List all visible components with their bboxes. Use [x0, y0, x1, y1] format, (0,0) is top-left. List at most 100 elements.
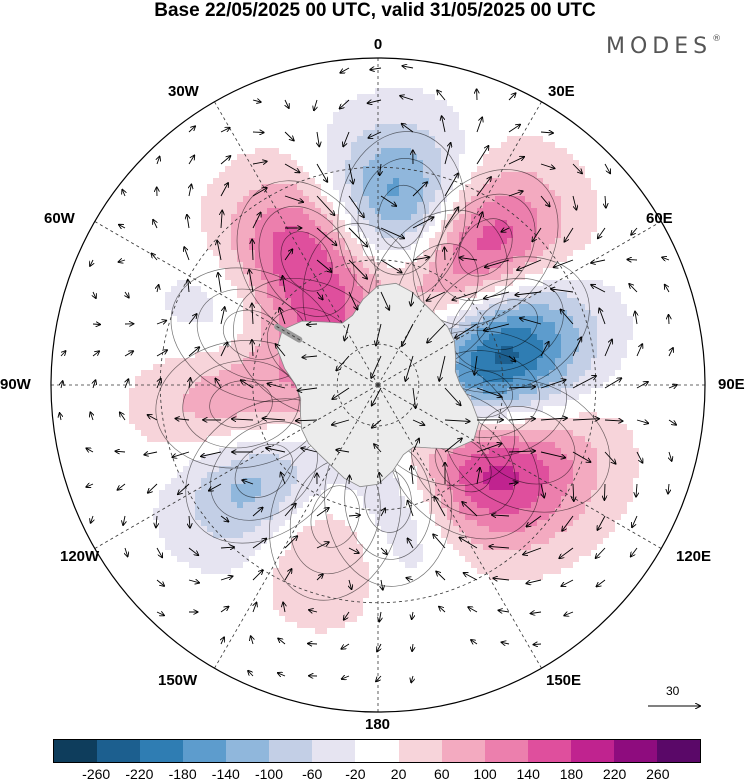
field-cell: [333, 76, 340, 83]
field-cell: [411, 214, 418, 221]
field-cell: [477, 256, 484, 263]
field-cell: [465, 316, 472, 323]
field-cell: [531, 262, 538, 269]
field-cell: [399, 130, 406, 137]
field-cell: [375, 148, 382, 155]
field-cell: [387, 208, 394, 215]
field-cell: [273, 202, 280, 209]
field-cell: [171, 346, 178, 353]
field-cell: [63, 370, 70, 377]
field-cell: [513, 136, 520, 143]
field-cell: [543, 154, 550, 161]
field-cell: [357, 208, 364, 215]
field-cell: [513, 112, 520, 119]
field-cell: [171, 232, 178, 239]
field-cell: [345, 196, 352, 203]
field-cell: [279, 316, 286, 323]
field-cell: [357, 130, 364, 137]
field-cell: [339, 106, 346, 113]
field-cell: [267, 292, 274, 299]
field-cell: [207, 298, 214, 305]
field-cell: [609, 328, 616, 335]
field-cell: [627, 220, 634, 227]
field-cell: [495, 220, 502, 227]
field-cell: [447, 226, 454, 233]
field-cell: [537, 274, 544, 281]
field-cell: [483, 364, 490, 371]
field-cell: [153, 364, 160, 371]
field-cell: [267, 256, 274, 263]
field-cell: [567, 226, 574, 233]
field-cell: [237, 226, 244, 233]
field-cell: [531, 268, 538, 275]
field-cell: [297, 70, 304, 77]
field-cell: [591, 238, 598, 245]
field-cell: [369, 160, 376, 167]
field-cell: [561, 334, 568, 341]
field-cell: [201, 112, 208, 119]
field-cell: [69, 394, 76, 401]
field-cell: [333, 88, 340, 95]
field-cell: [525, 286, 532, 293]
field-cell: [663, 280, 670, 287]
field-cell: [201, 220, 208, 227]
field-cell: [183, 376, 190, 383]
field-cell: [405, 232, 412, 239]
field-cell: [495, 196, 502, 203]
field-cell: [279, 364, 286, 371]
field-cell: [327, 166, 334, 173]
field-cell: [435, 286, 442, 293]
field-cell: [321, 100, 328, 107]
field-cell: [345, 112, 352, 119]
field-cell: [501, 208, 508, 215]
field-cell: [165, 142, 172, 149]
field-cell: [315, 94, 322, 101]
field-cell: [291, 82, 298, 89]
field-cell: [465, 142, 472, 149]
field-cell: [471, 106, 478, 113]
field-cell: [327, 184, 334, 191]
field-cell: [585, 376, 592, 383]
field-cell: [393, 184, 400, 191]
field-cell: [189, 190, 196, 197]
field-cell: [597, 256, 604, 263]
field-cell: [507, 124, 514, 131]
field-cell: [393, 100, 400, 107]
field-cell: [195, 310, 202, 317]
field-cell: [591, 328, 598, 335]
field-cell: [561, 232, 568, 239]
field-cell: [255, 388, 262, 395]
field-cell: [501, 310, 508, 317]
field-cell: [195, 388, 202, 395]
field-cell: [117, 340, 124, 347]
field-cell: [69, 316, 76, 323]
field-cell: [525, 178, 532, 185]
field-cell: [501, 76, 508, 83]
field-cell: [627, 292, 634, 299]
field-cell: [297, 172, 304, 179]
field-cell: [567, 148, 574, 155]
field-cell: [471, 82, 478, 89]
field-cell: [75, 364, 82, 371]
field-cell: [609, 244, 616, 251]
field-cell: [405, 88, 412, 95]
field-cell: [261, 76, 268, 83]
field-cell: [195, 382, 202, 389]
field-cell: [477, 238, 484, 245]
field-cell: [555, 238, 562, 245]
field-cell: [609, 250, 616, 257]
field-cell: [567, 358, 574, 365]
field-cell: [585, 370, 592, 377]
field-cell: [639, 376, 646, 383]
field-cell: [225, 178, 232, 185]
field-cell: [495, 262, 502, 269]
field-cell: [195, 250, 202, 257]
field-cell: [105, 262, 112, 269]
field-cell: [201, 118, 208, 125]
field-cell: [327, 274, 334, 281]
field-cell: [459, 346, 466, 353]
field-cell: [603, 370, 610, 377]
field-cell: [561, 166, 568, 173]
field-cell: [627, 388, 634, 395]
